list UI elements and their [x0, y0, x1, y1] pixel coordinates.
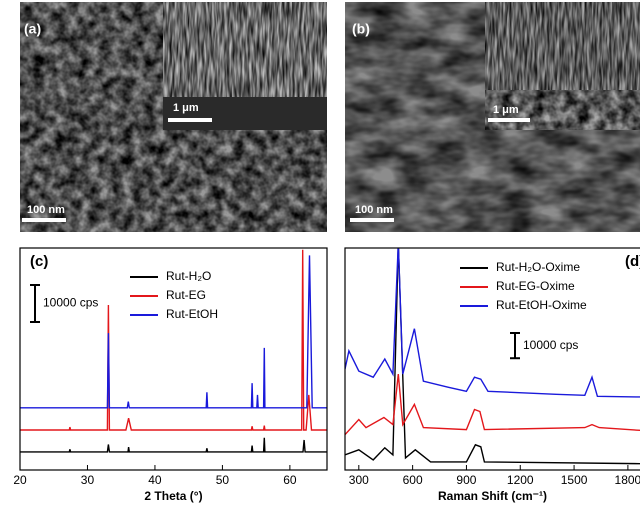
x-tick-label: 600	[403, 473, 423, 487]
series-line	[345, 248, 640, 465]
panel-label: (c)	[30, 253, 48, 270]
x-tick-label: 900	[456, 473, 476, 487]
scale-label: 100 nm	[355, 204, 393, 216]
x-tick-label: 1200	[507, 473, 534, 487]
x-tick-label: 1800	[615, 473, 640, 487]
legend-label: Rut-EG-Oxime	[496, 279, 575, 293]
x-tick-label: 300	[349, 473, 369, 487]
series-line	[345, 248, 640, 398]
legend-label: Rut-EtOH-Oxime	[496, 298, 587, 312]
scale-label: 100 nm	[27, 204, 65, 216]
scale-label: 10000 cps	[43, 296, 98, 310]
series-line	[20, 249, 327, 431]
legend-label: Rut-EtOH	[166, 307, 218, 321]
plot-frame	[344, 247, 640, 471]
scale-label: 10000 cps	[523, 338, 578, 352]
panel-label: (b)	[352, 21, 370, 37]
x-axis-label: Raman Shift (cm⁻¹)	[438, 489, 547, 503]
inset-scale-label: 1 μm	[493, 104, 519, 116]
x-tick-label: 40	[148, 473, 162, 487]
series-line	[20, 437, 327, 453]
series-line	[20, 255, 327, 409]
legend-label: Rut-H₂O	[166, 269, 211, 283]
x-tick-label: 60	[283, 473, 297, 487]
x-tick-label: 20	[13, 473, 27, 487]
legend-label: Rut-H₂O-Oxime	[496, 260, 580, 274]
legend-label: Rut-EG	[166, 288, 206, 302]
x-tick-label: 1500	[561, 473, 588, 487]
x-axis-label: 2 Theta (°)	[144, 489, 202, 503]
panel-label: (a)	[24, 21, 41, 37]
plot-frame	[19, 247, 328, 471]
series-line	[345, 374, 640, 436]
sem-image-b	[345, 2, 640, 232]
inset-scale-label: 1 μm	[173, 102, 199, 114]
sem-image-a	[20, 2, 327, 232]
x-tick-label: 50	[216, 473, 230, 487]
x-tick-label: 30	[81, 473, 95, 487]
panel-label: (d)	[625, 253, 640, 270]
